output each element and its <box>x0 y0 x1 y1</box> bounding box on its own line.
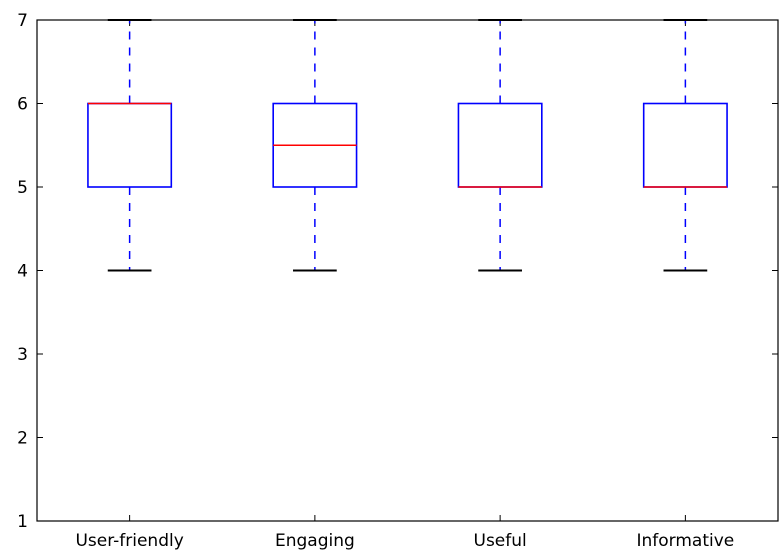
iqr-box <box>87 102 173 188</box>
plot-frame <box>36 19 779 522</box>
box-informative <box>642 19 728 272</box>
iqr-box <box>642 102 728 188</box>
x-tick-label: Informative <box>637 531 735 551</box>
y-tick-label: 4 <box>17 262 28 282</box>
y-tick-label: 6 <box>17 95 28 115</box>
x-tick-label: User-friendly <box>75 531 183 551</box>
y-tick-label: 7 <box>17 11 28 31</box>
x-tick-label: Useful <box>474 531 527 551</box>
x-tick-label: Engaging <box>275 531 355 551</box>
box-user-friendly <box>87 19 173 272</box>
y-tick-label: 5 <box>17 178 28 198</box>
box-series <box>87 19 728 272</box>
y-tick-label: 1 <box>17 512 28 532</box>
y-tick-label: 2 <box>17 429 28 449</box>
box-engaging <box>272 19 358 272</box>
iqr-box <box>457 102 543 188</box>
x-axis: User-friendly Engaging Useful Informative <box>75 20 734 551</box>
y-tick-label: 3 <box>17 345 28 365</box>
box-useful <box>457 19 543 272</box>
y-axis: 1 2 3 4 5 6 7 <box>17 11 778 532</box>
